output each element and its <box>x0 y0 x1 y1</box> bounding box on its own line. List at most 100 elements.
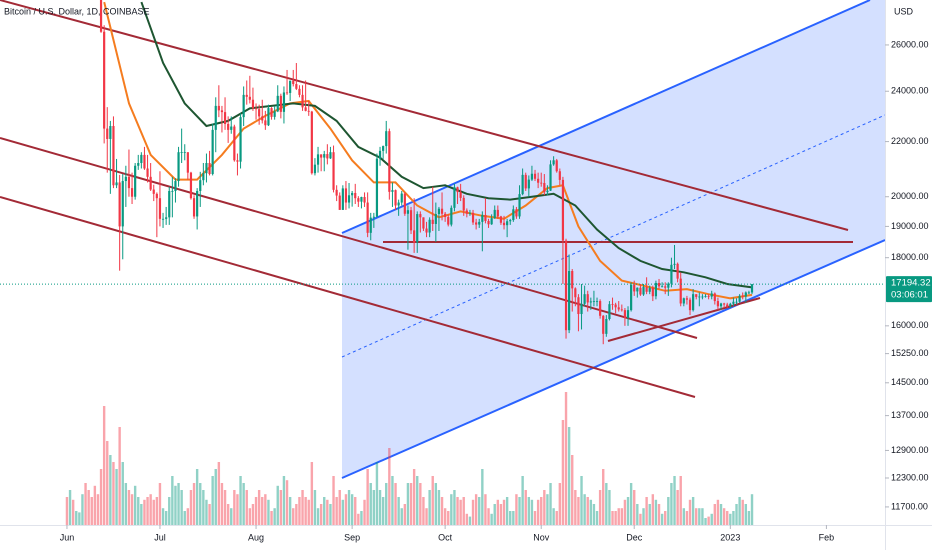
candle-body <box>254 108 258 110</box>
candle-body <box>177 152 180 182</box>
volume-bar <box>704 518 707 525</box>
candle-body <box>267 108 270 126</box>
volume-bar <box>211 476 214 525</box>
candle-body <box>496 209 499 217</box>
volume-bar <box>161 508 165 525</box>
volume-bar <box>611 511 614 525</box>
volume-bar <box>344 494 348 525</box>
candle-body <box>366 202 369 233</box>
candle-body <box>626 310 630 318</box>
volume-bar <box>667 497 670 525</box>
candle-body <box>512 209 515 221</box>
candle-body <box>419 214 422 218</box>
candle-body <box>205 163 208 174</box>
candle-body <box>630 284 633 311</box>
volume-bar <box>450 494 453 525</box>
candle-body <box>388 131 391 192</box>
volume-bar <box>347 490 351 525</box>
candle-body <box>323 154 326 158</box>
x-tick-label: Jun <box>60 532 75 542</box>
volume-bar <box>202 490 205 525</box>
y-tick-label: 19000.00 <box>891 221 929 231</box>
candle-body <box>493 209 496 219</box>
volume-bar <box>608 490 611 525</box>
volume-bar <box>158 483 162 525</box>
volume-bar <box>68 490 72 525</box>
volume-bar <box>437 490 441 525</box>
candle-body <box>741 295 744 297</box>
volume-bar <box>657 504 661 525</box>
volume-bar <box>261 497 264 525</box>
volume-bar <box>264 494 267 525</box>
volume-bar <box>623 499 627 525</box>
candle-body <box>555 160 558 172</box>
volume-bar <box>471 499 475 525</box>
volume-bar <box>257 490 261 525</box>
volume-bar <box>707 516 710 525</box>
volume-bar <box>598 490 602 525</box>
candle-body <box>338 195 341 210</box>
candle-body <box>192 198 196 217</box>
candle-body <box>251 99 255 109</box>
candle-body <box>670 264 673 284</box>
candle-body <box>316 154 320 165</box>
volume-bar <box>589 499 593 525</box>
candle-body <box>537 178 540 183</box>
candle-body <box>673 263 676 265</box>
volume-bar <box>626 497 630 525</box>
volume-bar <box>329 504 332 525</box>
candle-body <box>400 193 403 203</box>
x-tick-label: Aug <box>248 532 264 542</box>
volume-bar <box>493 504 496 525</box>
candle-body <box>304 107 307 111</box>
volume-bar <box>385 483 388 525</box>
volume-bar <box>549 483 552 525</box>
volume-bar <box>629 483 633 525</box>
volume-bar <box>660 513 664 525</box>
candle-body <box>357 198 360 202</box>
volume-bar <box>282 476 286 525</box>
candle-body <box>270 108 273 117</box>
candle-body <box>611 304 614 305</box>
candle-layer <box>99 0 754 345</box>
plot-area <box>0 0 885 525</box>
volume-bar <box>685 511 689 525</box>
candle-body <box>471 212 475 223</box>
volume-bar <box>617 508 620 525</box>
volume-bar <box>688 499 692 525</box>
volume-bar <box>140 504 143 525</box>
candle-body <box>549 164 552 191</box>
candle-body <box>561 179 565 241</box>
volume-bar <box>323 497 326 525</box>
candle-body <box>369 217 372 233</box>
volume-bar <box>378 490 382 525</box>
volume-bar <box>636 504 639 525</box>
candle-body <box>363 197 366 203</box>
volume-bar <box>412 469 416 525</box>
x-tick-label: Sep <box>344 532 360 542</box>
volume-bar <box>251 504 255 525</box>
volume-bar <box>366 469 369 525</box>
candle-body <box>354 192 357 199</box>
candle-body <box>583 294 586 304</box>
axes: 26000.00 24000.00 22000.00 20000.00 19000.00… <box>60 39 929 542</box>
candle-body <box>499 216 503 223</box>
volume-bar <box>248 508 252 525</box>
candle-body <box>716 301 720 307</box>
candle-body <box>140 154 143 164</box>
volume-bar <box>205 499 208 525</box>
volume-bar <box>512 511 515 525</box>
y-tick-label: 20000.00 <box>891 191 929 201</box>
volume-bar <box>419 483 422 525</box>
volume-bar <box>93 485 97 525</box>
volume-bar <box>682 508 686 525</box>
volume-bar <box>406 483 410 525</box>
candle-body <box>487 220 490 225</box>
candle-body <box>465 210 468 214</box>
candle-body <box>378 150 382 159</box>
candle-body <box>574 288 577 298</box>
candle-body <box>372 216 375 218</box>
candle-body <box>437 208 441 215</box>
candle-body <box>735 301 738 303</box>
